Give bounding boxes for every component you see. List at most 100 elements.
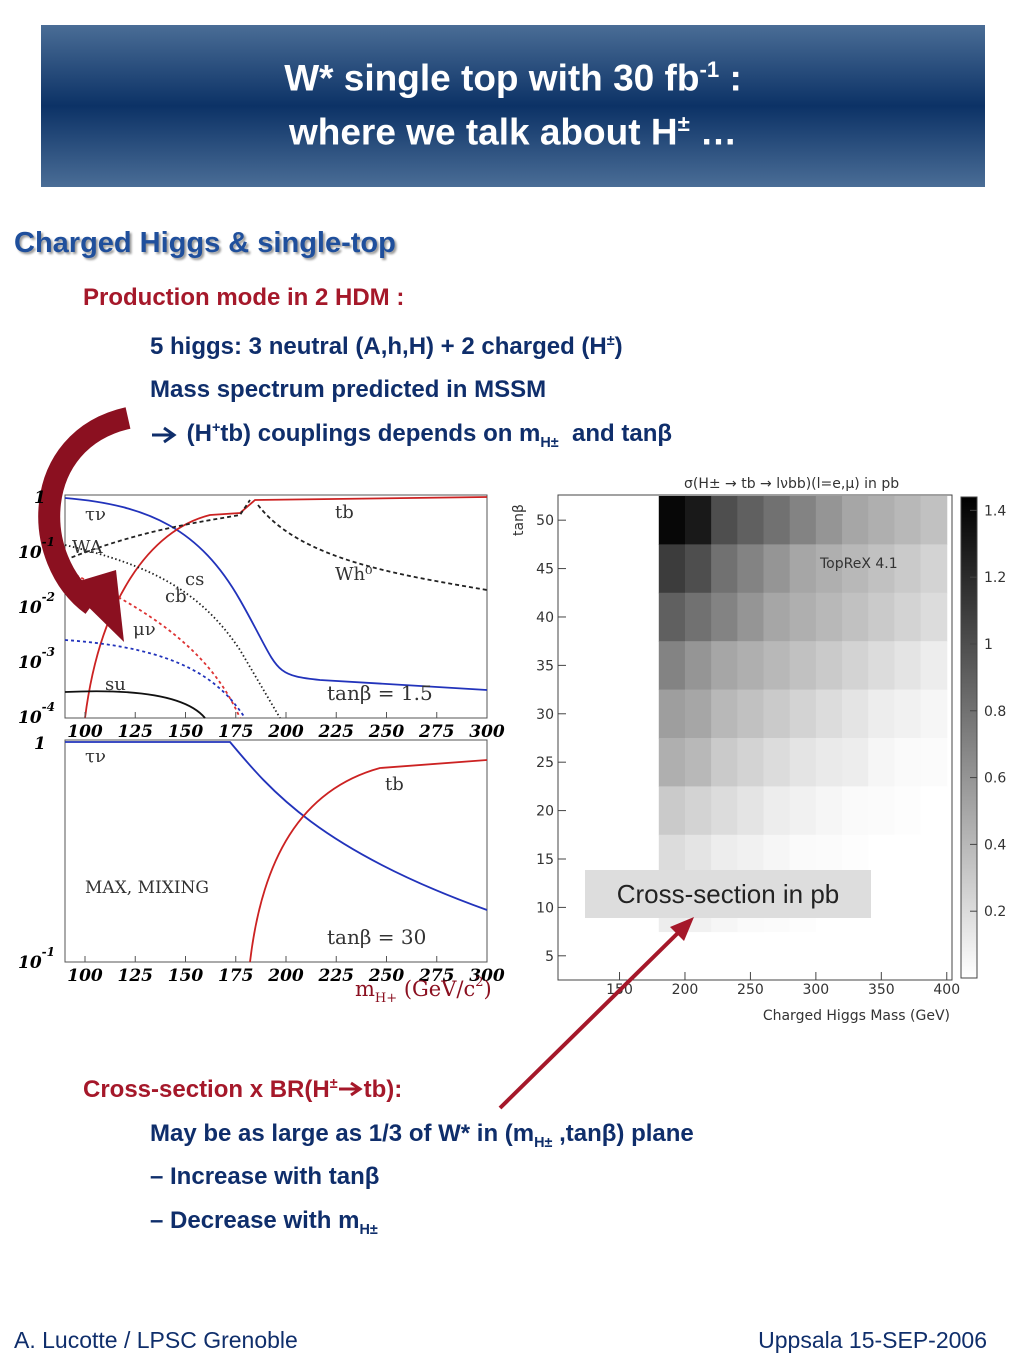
x-tick-label: 200	[672, 982, 699, 998]
c-tick-label: 0.4	[984, 837, 1006, 853]
cell	[920, 737, 948, 787]
cell	[658, 495, 686, 545]
cell	[894, 689, 922, 739]
cell	[868, 592, 895, 642]
x-tick-label: 250	[368, 722, 405, 742]
br-plots: 100 100 125 125 150 150 175 175 200 200 225 225 250 2…	[18, 407, 505, 1006]
footer-right: Uppsala 15-SEP-2006	[758, 1327, 987, 1353]
y-tick-label: 10-2	[18, 590, 55, 618]
cell	[868, 737, 895, 787]
y-tick-label: 30	[536, 707, 554, 723]
curve-label: tanβ = 1.5	[327, 681, 433, 705]
y-tick-label: 10	[536, 900, 554, 916]
cell	[868, 883, 895, 933]
x-tick-label: 125	[118, 966, 154, 986]
x-tick-label: 225	[318, 966, 355, 986]
cell	[711, 786, 738, 836]
cell	[920, 641, 948, 691]
c-tick-label: 0.8	[984, 704, 1006, 720]
x-tick-label: 100	[67, 966, 103, 986]
cell	[789, 786, 817, 836]
y-tick-label: 20	[536, 804, 554, 820]
cell	[789, 641, 817, 691]
cell	[920, 834, 948, 884]
cell	[894, 786, 922, 836]
cell	[737, 737, 765, 787]
cell	[737, 544, 765, 594]
cell	[684, 495, 712, 545]
curve-label: τν	[85, 746, 106, 767]
cell	[763, 737, 791, 787]
cell	[789, 495, 817, 545]
cell	[737, 641, 765, 691]
x-tick-label: 300	[469, 722, 505, 742]
x-tick-label: 150	[168, 722, 204, 742]
arrow-icon	[338, 1081, 363, 1097]
cell	[763, 495, 791, 545]
cell	[763, 592, 791, 642]
cell	[658, 544, 686, 594]
curve-label: tb	[385, 774, 404, 795]
curve-label: tanβ = 30	[327, 925, 426, 949]
cell	[894, 883, 922, 933]
x-tick-label: 300	[802, 982, 829, 998]
c-tick-label: 1.4	[984, 503, 1006, 519]
title-line: W* single top with 30 fb-1 :	[284, 57, 742, 99]
cell	[658, 592, 686, 642]
cell	[894, 641, 922, 691]
cell	[815, 786, 843, 836]
frame	[64, 494, 488, 719]
x-tick-label: 150	[168, 966, 204, 986]
curve-label: WA	[72, 537, 104, 558]
cell	[711, 495, 738, 545]
cell	[711, 544, 738, 594]
bullet: May be as large as 1/3 of W* in (mH± ,ta…	[150, 1120, 694, 1151]
cell	[894, 834, 922, 884]
cell	[711, 641, 738, 691]
cell	[815, 641, 843, 691]
y-tick-label: 10-1	[18, 535, 55, 563]
y-tick-label: 25	[536, 755, 554, 771]
cell	[763, 641, 791, 691]
heading: Charged Higgs & single-top	[14, 227, 396, 259]
x-tick-label: 275	[418, 966, 455, 986]
y-tick-label: 45	[536, 562, 554, 578]
cell	[868, 689, 895, 739]
cell	[894, 592, 922, 642]
x-tick-label: 100	[67, 722, 103, 742]
curves	[64, 496, 488, 963]
cell	[684, 786, 712, 836]
y-axis-label: tanβ	[511, 504, 527, 536]
c-tick-label: 1	[984, 637, 993, 653]
curve-label: τν	[85, 504, 106, 525]
x-tick-label: 225	[318, 722, 355, 742]
x-tick-label: 300	[469, 966, 505, 986]
cell	[684, 592, 712, 642]
y-tick-label: 1	[34, 488, 46, 508]
cell	[658, 641, 686, 691]
cell	[868, 834, 895, 884]
bullet: 5 higgs: 3 neutral (A,h,H) + 2 charged (…	[150, 333, 623, 360]
y-tick-label: 35	[536, 658, 554, 674]
cell	[920, 786, 948, 836]
annotation: TopReX 4.1	[819, 556, 898, 572]
color-bar	[960, 496, 978, 979]
cell	[763, 544, 791, 594]
callout-arrow	[498, 917, 694, 1110]
cell	[763, 689, 791, 739]
cell	[920, 544, 948, 594]
curve-label: cs	[185, 569, 204, 590]
cell	[894, 495, 922, 545]
cell	[868, 495, 895, 545]
cell	[868, 786, 895, 836]
cell	[737, 786, 765, 836]
cell	[815, 592, 843, 642]
frame	[557, 494, 953, 981]
curve-label: μν	[133, 619, 156, 640]
cell	[842, 737, 869, 787]
frame	[64, 739, 488, 963]
heatmap: 15020025030035040051015202530354045500.2…	[511, 476, 1006, 1024]
cell	[684, 641, 712, 691]
cell	[920, 592, 948, 642]
bullet: Mass spectrum predicted in MSSM	[150, 376, 547, 403]
